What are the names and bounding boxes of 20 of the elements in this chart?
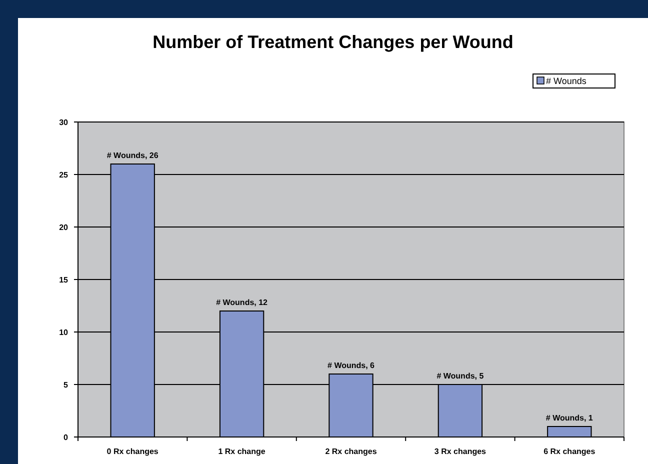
x-tick-label: 3 Rx changes [434, 447, 487, 456]
x-tick-label: 2 Rx changes [325, 447, 378, 456]
chart-title: Number of Treatment Changes per Wound [152, 32, 514, 52]
legend-label: # Wounds [546, 76, 587, 86]
y-tick-label: 0 [64, 432, 69, 442]
data-label: # Wounds, 5 [436, 372, 484, 380]
y-tick-label: 5 [64, 380, 69, 390]
data-label: # Wounds, 6 [328, 361, 376, 370]
x-tick-label: 0 Rx changes [106, 447, 159, 456]
bar [547, 426, 592, 438]
x-tick-label: 6 Rx changes [544, 447, 596, 456]
data-label: # Wounds, 12 [216, 298, 268, 307]
y-tick-label: 10 [59, 328, 69, 337]
data-label: # Wounds, 26 [106, 151, 159, 160]
data-label: # Wounds, 1 [546, 414, 594, 422]
y-tick-label: 15 [59, 275, 69, 284]
y-tick-label: 30 [59, 118, 69, 127]
y-tick-label: 20 [59, 222, 69, 232]
y-tick-label: 25 [59, 170, 69, 180]
x-tick-label: 1 Rx change [218, 447, 266, 456]
